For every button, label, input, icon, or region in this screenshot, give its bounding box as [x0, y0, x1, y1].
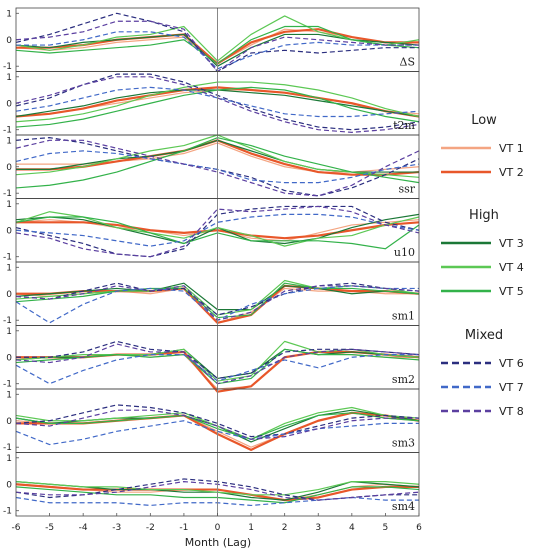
x-tick-label: 2: [282, 523, 288, 533]
legend-label-vt-3: VT 3: [499, 237, 524, 250]
y-tick-label: -1: [3, 507, 12, 517]
y-tick-label: 1: [6, 327, 12, 337]
panel-label: ssr: [398, 183, 415, 196]
legend: Low VT 1 VT 2 High VT 3 VT 4 VT 5 Mixed VT 6 VT 7…: [441, 113, 524, 418]
series-line-vt-8: [15, 409, 419, 440]
y-tick-label: 0: [6, 163, 12, 173]
legend-group-high: High: [469, 208, 499, 223]
y-tick-label: -1: [3, 253, 12, 263]
series-line-vt-6: [15, 282, 420, 316]
y-tick-label: 0: [6, 226, 12, 236]
legend-label-vt-1: VT 1: [499, 142, 524, 155]
y-tick-label: 1: [6, 200, 12, 210]
x-tick-label: 0: [215, 523, 221, 533]
y-tick-label: -1: [3, 443, 12, 453]
y-tick-label: 1: [6, 73, 12, 83]
legend-label-vt-5: VT 5: [499, 285, 524, 298]
y-tick-label: -1: [3, 62, 12, 72]
y-tick-label: 0: [6, 417, 12, 427]
y-tick-label: 1: [6, 9, 12, 19]
panel-label: sm1: [392, 310, 415, 323]
panel-sm3: 1 0 -1 sm3: [3, 388, 420, 453]
panel-label: sm3: [392, 437, 415, 450]
legend-group-mixed: Mixed: [465, 328, 503, 343]
panel-sm4: 1 0 -1 sm4: [3, 452, 420, 517]
legend-label-vt-2: VT 2: [499, 166, 524, 179]
series-line-vt-7: [16, 31, 419, 70]
panel-label: sm4: [392, 500, 415, 513]
y-tick-label: 1: [6, 390, 12, 400]
x-axis-label: Month (Lag): [185, 536, 251, 549]
x-tick-label: -5: [45, 523, 54, 533]
series-line-vt-8: [15, 139, 420, 197]
panels: 1 0 -1 ΔS 1 0 -1 t2m 1 0 -1 ssr 1 0 -1 u10 1 0 -1 sm1 1 0 -1 sm…: [3, 7, 420, 517]
y-tick-label: 0: [6, 99, 12, 109]
legend-label-vt-7: VT 7: [499, 381, 524, 394]
panel-label: ΔS: [400, 56, 415, 69]
x-tick-label: 5: [383, 523, 389, 533]
y-tick-label: -1: [3, 189, 12, 199]
y-tick-label: -1: [3, 316, 12, 326]
legend-label-vt-4: VT 4: [499, 261, 524, 274]
x-tick-label: 1: [248, 523, 254, 533]
y-tick-label: 0: [6, 480, 12, 490]
y-tick-label: 0: [6, 290, 12, 300]
x-tick-label: -6: [12, 523, 21, 533]
legend-label-vt-8: VT 8: [499, 405, 524, 418]
y-tick-label: -1: [3, 380, 12, 390]
legend-group-low: Low: [471, 113, 497, 128]
x-tick-label: 6: [416, 523, 422, 533]
panel-sm1: 1 0 -1 sm1: [3, 261, 420, 326]
x-tick-label: -2: [146, 523, 155, 533]
x-tick-label: -4: [79, 523, 88, 533]
series-line-vt-7: [15, 213, 420, 247]
x-tick-label: -3: [112, 523, 121, 533]
y-tick-label: -1: [3, 126, 12, 136]
panel-s: 1 0 -1 ΔS: [3, 7, 420, 72]
panel-label: u10: [394, 246, 415, 259]
x-tick-label: 3: [315, 523, 321, 533]
y-tick-label: 1: [6, 263, 12, 273]
y-tick-label: 1: [6, 454, 12, 464]
panel-label: sm2: [392, 373, 415, 386]
y-tick-label: 1: [6, 136, 12, 146]
panel-u10: 1 0 -1 u10: [3, 198, 420, 263]
legend-label-vt-6: VT 6: [499, 357, 524, 370]
x-tick-label: -1: [179, 523, 188, 533]
panel-label: t2m: [393, 119, 415, 132]
y-tick-label: 0: [6, 36, 12, 46]
series-line-vt-6: [15, 404, 420, 438]
panel-sm2: 1 0 -1 sm2: [3, 325, 420, 393]
x-tick-label: 4: [349, 523, 355, 533]
series-line-vt-6: [16, 340, 420, 380]
panel-ssr: 1 0 -1 ssr: [3, 134, 420, 199]
x-axis: Month (Lag) -6 -5 -4 -3 -2 -1 0 1 2 3 4 5 6: [12, 513, 422, 549]
panel-t2m: 1 0 -1 t2m: [3, 71, 420, 136]
y-tick-label: 0: [6, 353, 12, 363]
